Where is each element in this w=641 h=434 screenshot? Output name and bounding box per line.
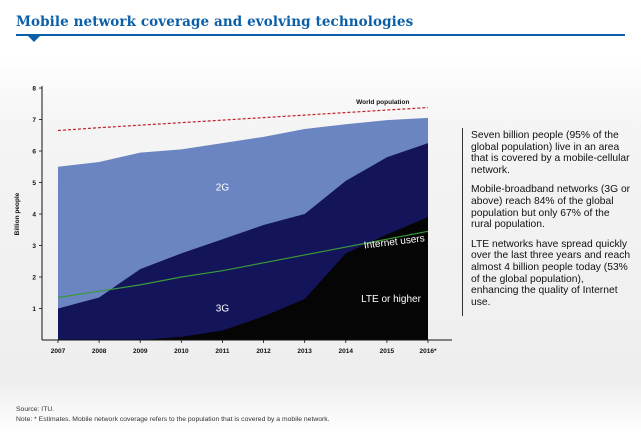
y-axis-title: Billion people (14, 192, 21, 235)
title-rule (16, 34, 625, 36)
y-tick-label: 7 (32, 117, 36, 124)
chart-lines (57, 106, 429, 299)
x-tick-label: 2008 (92, 348, 107, 355)
label-world-population: World population (356, 99, 409, 106)
label-lte: LTE or higher (361, 294, 422, 305)
estimate-note: Note: * Estimates. Mobile network covera… (16, 416, 330, 423)
x-tick-label: 2010 (174, 348, 189, 355)
page-title: Mobile network coverage and evolving tec… (16, 14, 414, 30)
label-3g: 3G (216, 304, 230, 315)
line-internet-users (57, 230, 429, 299)
x-tick-label: 2009 (133, 348, 148, 355)
commentary-broadband: Mobile-broadband networks (3G or above) … (471, 184, 631, 231)
y-tick-label: 5 (32, 180, 36, 187)
title-rule-arrow (28, 36, 40, 42)
label-2g: 2G (216, 182, 230, 193)
y-tick-label: 4 (32, 212, 36, 219)
y-tick-label: 8 (32, 86, 36, 93)
y-tick-label: 6 (32, 149, 36, 156)
side-divider (462, 128, 463, 316)
x-tick-label: 2007 (51, 348, 66, 355)
commentary-coverage: Seven billion people (95% of the global … (471, 130, 630, 176)
area-lte-or-higher (58, 217, 428, 340)
commentary-lte: LTE networks have spread quickly over th… (471, 238, 631, 308)
x-tick-label: 2012 (256, 348, 271, 355)
side-commentary: Seven billion people (95% of the global … (471, 130, 631, 316)
x-tick-label: 2016* (420, 348, 437, 355)
y-tick-label: 2 (32, 275, 36, 282)
line-world-population (57, 106, 429, 132)
x-tick-label: 2015 (380, 348, 395, 355)
source-note: Source: ITU. (16, 406, 55, 413)
y-tick-label: 1 (32, 306, 36, 313)
x-tick-label: 2011 (215, 348, 229, 355)
chart-axes: 1 2 3 4 5 6 7 8 2007 2008 2009 2010 2011 2012 2013 2014… (14, 86, 452, 355)
chart-areas (58, 117, 428, 340)
x-tick-label: 2013 (297, 348, 312, 355)
y-tick-label: 3 (32, 243, 36, 250)
x-tick-label: 2014 (339, 348, 354, 355)
